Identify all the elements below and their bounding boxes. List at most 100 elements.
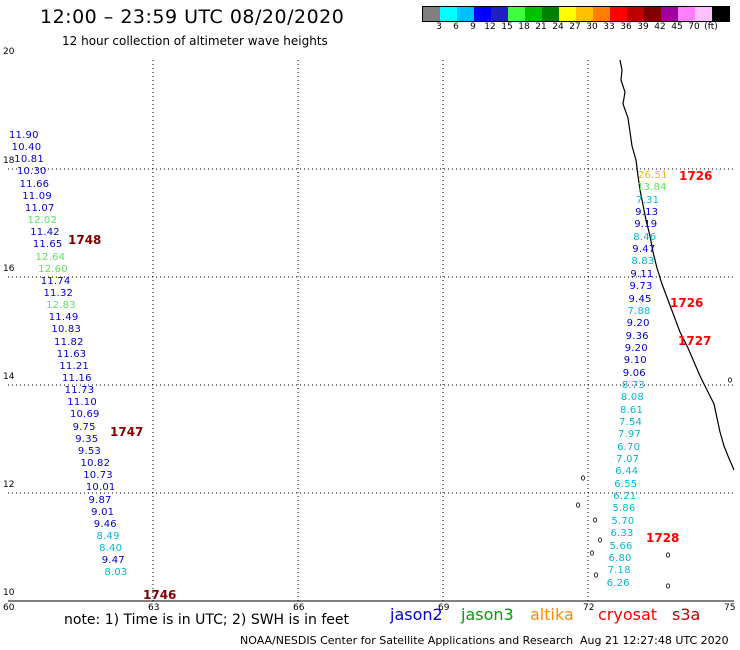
- legend-label: 42: [654, 22, 666, 32]
- wave-height-value: 11.73: [64, 385, 95, 397]
- wave-height-value: 10.81: [14, 154, 44, 166]
- wave-height-value: 12.64: [35, 251, 66, 263]
- island: [666, 552, 671, 558]
- legend-label: 30: [586, 22, 598, 32]
- credit-text: NOAA/NESDIS Center for Satellite Applica…: [240, 634, 574, 647]
- wave-height-value: 11.74: [40, 275, 71, 287]
- wave-height-value: 26.51: [638, 170, 668, 181]
- lat-label: 12: [3, 480, 15, 490]
- lat-lon-grid: [8, 60, 734, 602]
- wave-height-value: 9.11: [630, 268, 654, 280]
- legend-swatch: [457, 7, 474, 21]
- wave-height-value: 8.03: [104, 567, 128, 579]
- legend-swatch: [593, 7, 610, 21]
- wave-height-value: 10.01: [85, 482, 116, 494]
- wave-height-value: 12.60: [38, 263, 68, 275]
- wave-height-value: 9.06: [622, 367, 646, 379]
- wave-height-value: 11.07: [24, 202, 55, 214]
- track-time-label: 1747: [110, 425, 144, 439]
- note-text: note: 1) Time is in UTC; 2) SWH is in fe…: [64, 612, 350, 628]
- island: [581, 475, 586, 481]
- wave-height-value: 9.47: [632, 244, 656, 256]
- track-time-label: 1727: [678, 334, 712, 348]
- lon-label: 75: [724, 603, 736, 613]
- legend-swatch: [627, 7, 644, 21]
- wave-height-value: 7.97: [618, 429, 642, 441]
- map-title: 12:00 – 23:59 UTC 08/20/2020: [40, 6, 345, 28]
- color-legend-bar: [422, 6, 730, 22]
- wave-height-value: 6.26: [606, 577, 630, 589]
- wave-height-value: 12.83: [46, 300, 76, 312]
- wave-height-value: 9.87: [88, 494, 112, 506]
- legend-jason3: jason3: [461, 605, 514, 624]
- track-time-label: 1746: [143, 588, 177, 602]
- wave-height-value: 10.73: [83, 470, 113, 482]
- wave-height-value: 9.10: [623, 355, 647, 367]
- island: [576, 502, 581, 508]
- wave-height-value: 11.32: [43, 287, 74, 299]
- wave-height-value: 7.31: [636, 194, 660, 206]
- wave-height-value: 11.66: [19, 178, 50, 190]
- wave-height-value: 5.66: [609, 540, 633, 552]
- wave-height-value: 10.69: [69, 409, 100, 421]
- legend-label: 15: [501, 22, 513, 32]
- legend-swatch: [712, 7, 729, 21]
- coastline-path: [619, 59, 735, 471]
- track-time-label: 1748: [68, 233, 102, 247]
- wave-height-value: 11.10: [67, 397, 97, 409]
- wave-height-value: 9.47: [101, 555, 125, 567]
- lat-label: 16: [3, 264, 15, 274]
- wave-height-value: 6.70: [617, 441, 641, 453]
- wave-height-value: 9.19: [634, 219, 658, 231]
- lon-label: 72: [583, 603, 595, 613]
- lon-label: 66: [293, 603, 305, 613]
- legend-label: 9: [470, 22, 476, 32]
- legend-label: 45: [671, 22, 683, 32]
- wave-height-value: 11.16: [62, 373, 92, 384]
- legend-label: (ft): [704, 22, 718, 32]
- wave-height-value: 11.09: [22, 190, 52, 202]
- wave-height-value: 7.18: [607, 565, 631, 577]
- wave-height-value: 11.63: [56, 348, 87, 360]
- island: [594, 572, 599, 578]
- wave-height-value: 8.49: [96, 530, 120, 542]
- generated-timestamp: Aug 21 12:27:48 UTC 2020: [580, 634, 729, 647]
- wave-height-value: 7.07: [616, 454, 640, 466]
- wave-height-value: 8.61: [619, 404, 644, 416]
- legend-swatch: [474, 7, 491, 21]
- lat-label: 18: [3, 156, 15, 166]
- island: [666, 583, 671, 589]
- legend-swatch: [661, 7, 678, 21]
- legend-label: 6: [453, 22, 459, 32]
- wave-height-value: 11.21: [59, 360, 89, 372]
- legend-jason2: jason2: [390, 605, 443, 624]
- wave-height-value: 11.49: [48, 312, 79, 324]
- legend-label: 36: [620, 22, 632, 32]
- legend-swatch: [695, 7, 712, 21]
- wave-height-value: 10.82: [80, 458, 111, 470]
- wave-height-value: 13.84: [637, 182, 667, 194]
- lon-label: 63: [148, 603, 160, 613]
- coastline: [576, 59, 735, 589]
- wave-height-value: 6.21: [613, 491, 637, 503]
- lat-label: 10: [3, 588, 15, 598]
- lat-label: 20: [3, 47, 15, 57]
- legend-swatch: [508, 7, 525, 21]
- island: [728, 377, 733, 383]
- legend-swatch: [644, 7, 661, 21]
- island: [593, 517, 598, 523]
- legend-swatch: [678, 7, 695, 21]
- lon-label: 69: [438, 603, 450, 613]
- legend-swatch: [491, 7, 508, 21]
- island: [598, 537, 603, 543]
- legend-swatch: [542, 7, 559, 21]
- legend-label: 70: [688, 22, 700, 32]
- track-time-label: 1726: [679, 169, 713, 183]
- wave-height-value: 9.36: [625, 330, 649, 342]
- wave-height-value: 5.70: [611, 515, 635, 527]
- wave-height-value: 9.75: [72, 421, 96, 433]
- wave-height-value: 9.01: [91, 506, 115, 518]
- wave-height-value: 7.54: [619, 417, 643, 428]
- wave-height-value: 11.65: [32, 239, 63, 251]
